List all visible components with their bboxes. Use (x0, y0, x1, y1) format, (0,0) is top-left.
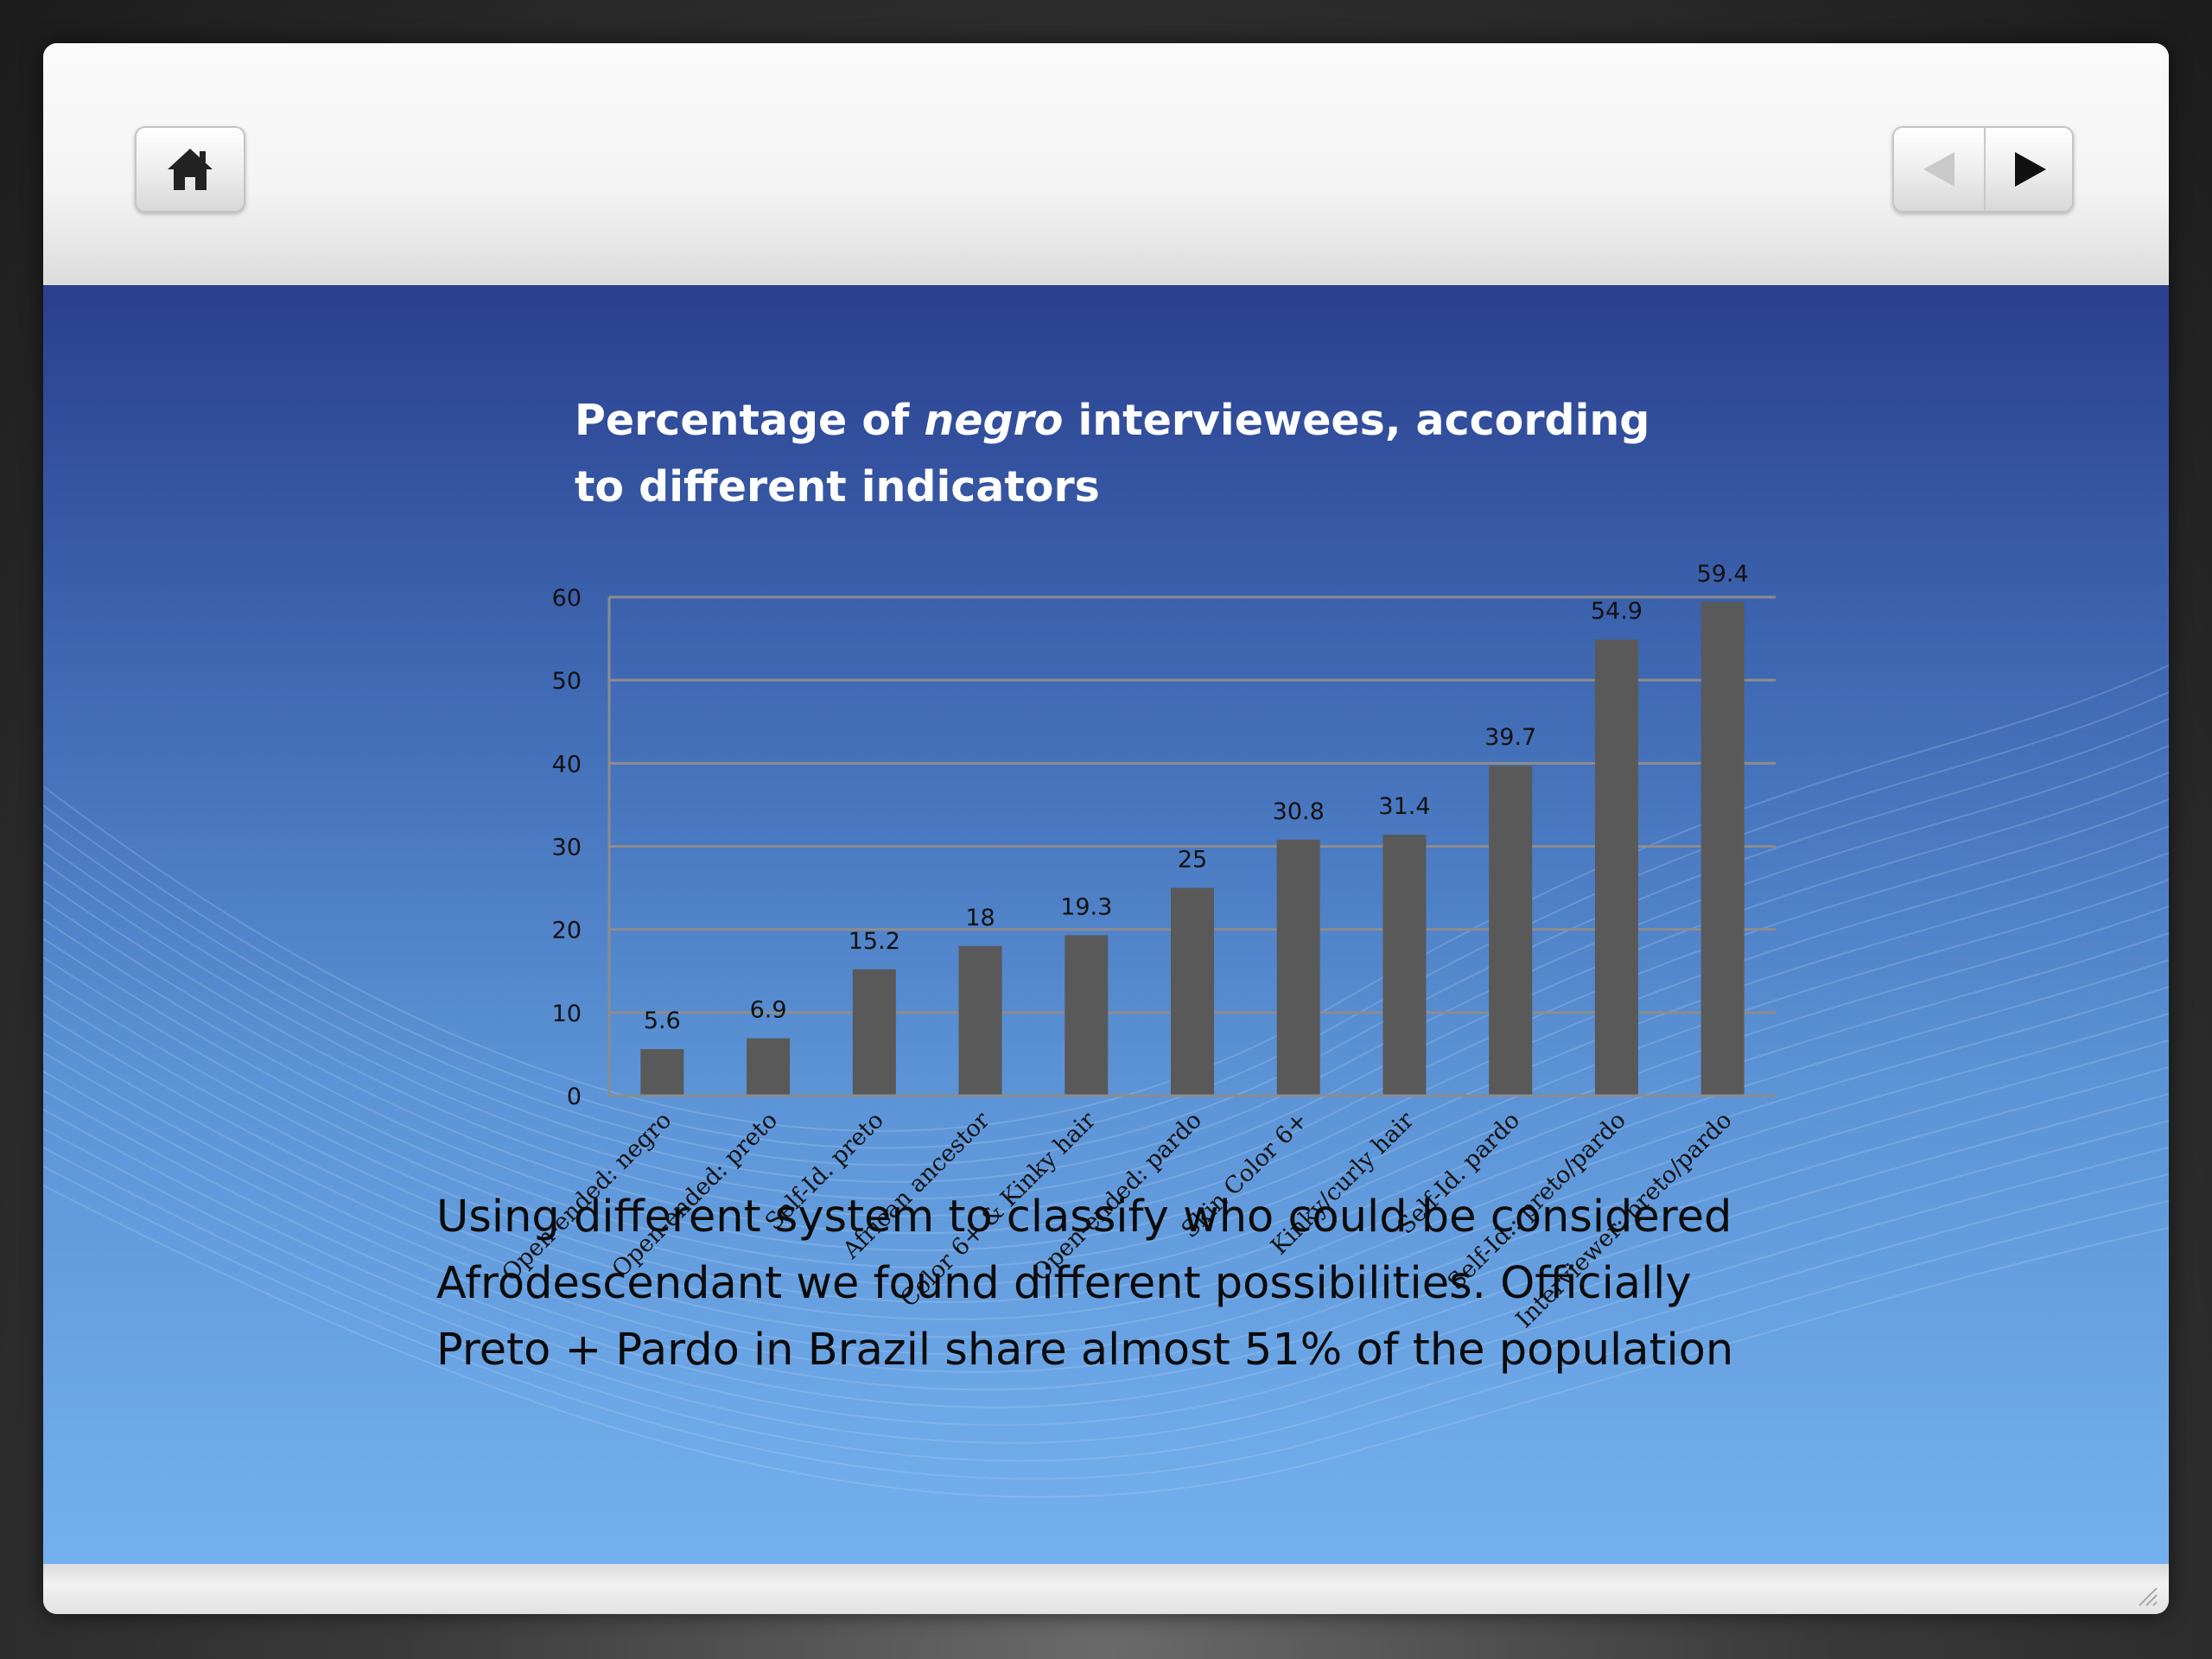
data-label: 59.4 (1697, 561, 1749, 588)
y-tick-label: 40 (552, 751, 582, 778)
caption-line-1: Using different system to classify who c… (436, 1192, 1732, 1243)
slide-navigation (1892, 126, 2074, 213)
bar (1276, 839, 1320, 1096)
y-tick-label: 60 (552, 585, 582, 612)
data-label: 30.8 (1273, 798, 1325, 825)
y-tick-label: 50 (552, 668, 582, 695)
previous-slide-button[interactable] (1894, 128, 1986, 211)
bar (1382, 835, 1427, 1096)
y-tick-label: 10 (552, 1001, 582, 1027)
data-label: 18 (965, 905, 995, 931)
next-slide-button[interactable] (1986, 128, 2075, 211)
bar (958, 945, 1002, 1096)
bar (1700, 601, 1745, 1096)
caption-line-2: Afrodescendant we found different possib… (436, 1258, 1692, 1309)
chart-title: Percentage of negro interviewees, accord… (575, 387, 1698, 520)
home-button[interactable] (135, 126, 245, 213)
bar (1489, 766, 1533, 1096)
bottom-bar (43, 1564, 2169, 1614)
data-label: 31.4 (1378, 793, 1430, 820)
data-label: 6.9 (750, 997, 787, 1024)
bar (747, 1038, 791, 1096)
chart-title-part1: Percentage of (575, 396, 925, 445)
data-label: 19.3 (1060, 893, 1112, 920)
slide-caption: Using different system to classify who c… (436, 1184, 1905, 1383)
data-label: 25 (1178, 847, 1207, 874)
resize-grip-icon[interactable] (2133, 1581, 2158, 1607)
data-label: 15.2 (849, 928, 900, 955)
chart-title-emphasis: negro (924, 396, 1064, 445)
bar (852, 969, 896, 1096)
arrow-left-icon (1923, 152, 1955, 187)
data-label: 54.9 (1591, 598, 1643, 625)
bar (1065, 935, 1109, 1096)
wave-background (43, 664, 2169, 1498)
data-label: 5.6 (644, 1007, 681, 1034)
bar (1594, 639, 1638, 1096)
chart-title-line2: to different indicators (575, 462, 1100, 512)
presentation-window: Percentage of negro interviewees, accord… (43, 43, 2169, 1614)
chart-title-part2: interviewees, according (1063, 396, 1650, 445)
toolbar (43, 43, 2169, 285)
home-icon (168, 149, 213, 190)
bar (1171, 887, 1214, 1096)
y-tick-label: 30 (552, 835, 582, 861)
y-tick-label: 0 (567, 1084, 582, 1110)
slide-canvas: Percentage of negro interviewees, accord… (43, 285, 2169, 1564)
y-tick-label: 20 (552, 918, 582, 944)
caption-line-3: Preto + Pardo in Brazil share almost 51%… (436, 1325, 1734, 1376)
data-label: 39.7 (1484, 724, 1536, 751)
arrow-right-icon (2015, 152, 2046, 187)
bar (640, 1049, 684, 1096)
